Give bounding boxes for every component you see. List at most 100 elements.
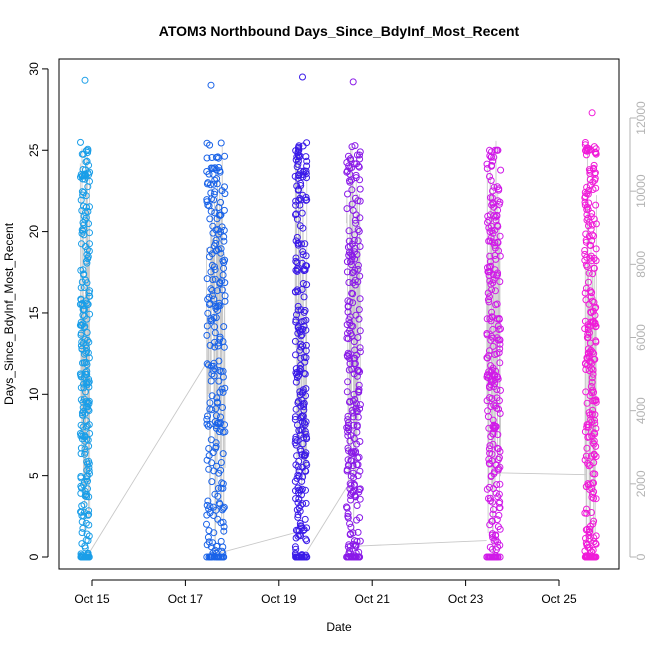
data-point	[484, 268, 492, 276]
data-point	[292, 254, 300, 262]
data-point	[216, 167, 224, 175]
data-point	[354, 413, 362, 421]
data-point	[345, 279, 353, 286]
data-point	[586, 176, 594, 183]
data-point	[212, 239, 220, 247]
data-point	[351, 552, 359, 560]
data-point	[220, 206, 228, 214]
data-point	[350, 237, 358, 244]
data-point	[80, 324, 88, 331]
data-point	[356, 151, 363, 159]
data-point	[82, 388, 89, 396]
data-point	[299, 142, 307, 150]
data-point	[589, 520, 597, 528]
data-point	[493, 212, 501, 220]
data-point	[590, 397, 598, 405]
data-point	[345, 227, 353, 235]
data-point	[352, 311, 360, 319]
data-point	[294, 511, 302, 519]
data-point	[590, 517, 598, 525]
data-point	[589, 439, 597, 447]
data-point	[356, 197, 364, 205]
data-point	[292, 545, 300, 553]
data-point	[303, 157, 311, 165]
data-point	[296, 431, 304, 439]
data-point	[82, 368, 89, 376]
y2-tick-label: 2000	[634, 470, 648, 497]
data-point	[297, 354, 305, 362]
data-point	[496, 410, 504, 417]
data-point	[294, 471, 302, 479]
data-point	[585, 433, 593, 441]
data-point	[584, 326, 592, 334]
data-point	[82, 519, 90, 527]
data-point	[487, 497, 494, 505]
data-point	[82, 158, 90, 166]
data-point	[486, 152, 494, 160]
data-point	[485, 237, 493, 245]
data-point	[356, 148, 364, 156]
data-point	[587, 383, 595, 390]
data-point	[83, 251, 91, 259]
data-point	[211, 329, 219, 337]
data-point	[291, 337, 299, 345]
data-point	[347, 448, 355, 456]
data-point	[591, 411, 599, 419]
data-point	[350, 474, 358, 482]
data-point	[343, 503, 350, 511]
data-point	[203, 501, 211, 509]
data-point	[581, 428, 589, 436]
data-point	[81, 76, 89, 84]
data-point	[353, 428, 361, 436]
data-point	[586, 367, 593, 375]
data-point	[292, 211, 299, 219]
data-point	[292, 436, 299, 443]
data-point	[347, 496, 355, 504]
data-point	[78, 409, 86, 417]
data-point	[487, 368, 495, 376]
data-point	[298, 240, 306, 248]
data-point	[80, 225, 88, 233]
data-point	[496, 232, 504, 240]
data-point	[217, 245, 225, 253]
data-point	[213, 398, 221, 406]
data-point	[350, 553, 358, 561]
data-point	[203, 420, 211, 428]
data-point	[294, 421, 301, 429]
data-point	[354, 454, 362, 462]
data-point	[207, 377, 215, 385]
data-point	[221, 421, 228, 429]
data-point	[581, 250, 589, 258]
data-point	[583, 203, 591, 211]
data-point	[82, 349, 90, 357]
data-point	[356, 295, 364, 303]
data-point	[300, 293, 308, 301]
data-point	[486, 315, 494, 323]
data-point	[486, 543, 494, 551]
data-point	[591, 174, 599, 182]
data-point	[213, 303, 221, 311]
plot-frame	[58, 58, 620, 570]
data-point	[84, 379, 92, 387]
x-tick-label: Oct 23	[448, 592, 484, 606]
data-point	[210, 512, 217, 519]
data-point	[206, 341, 214, 349]
data-point	[582, 147, 589, 154]
y2-axis: 0 2000 4000 6000 8000 10000 12000	[629, 101, 648, 560]
data-point	[483, 331, 491, 339]
data-point	[346, 170, 354, 178]
data-point	[215, 154, 222, 162]
data-point	[489, 200, 497, 208]
data-point	[78, 207, 86, 215]
data-point	[79, 166, 87, 173]
data-point	[348, 406, 356, 414]
data-point	[347, 523, 355, 531]
data-point	[583, 509, 591, 517]
data-point	[292, 433, 300, 441]
data-point	[344, 190, 351, 198]
data-point	[203, 360, 211, 368]
data-point	[298, 331, 306, 339]
data-point	[348, 143, 356, 151]
data-point	[353, 251, 361, 258]
